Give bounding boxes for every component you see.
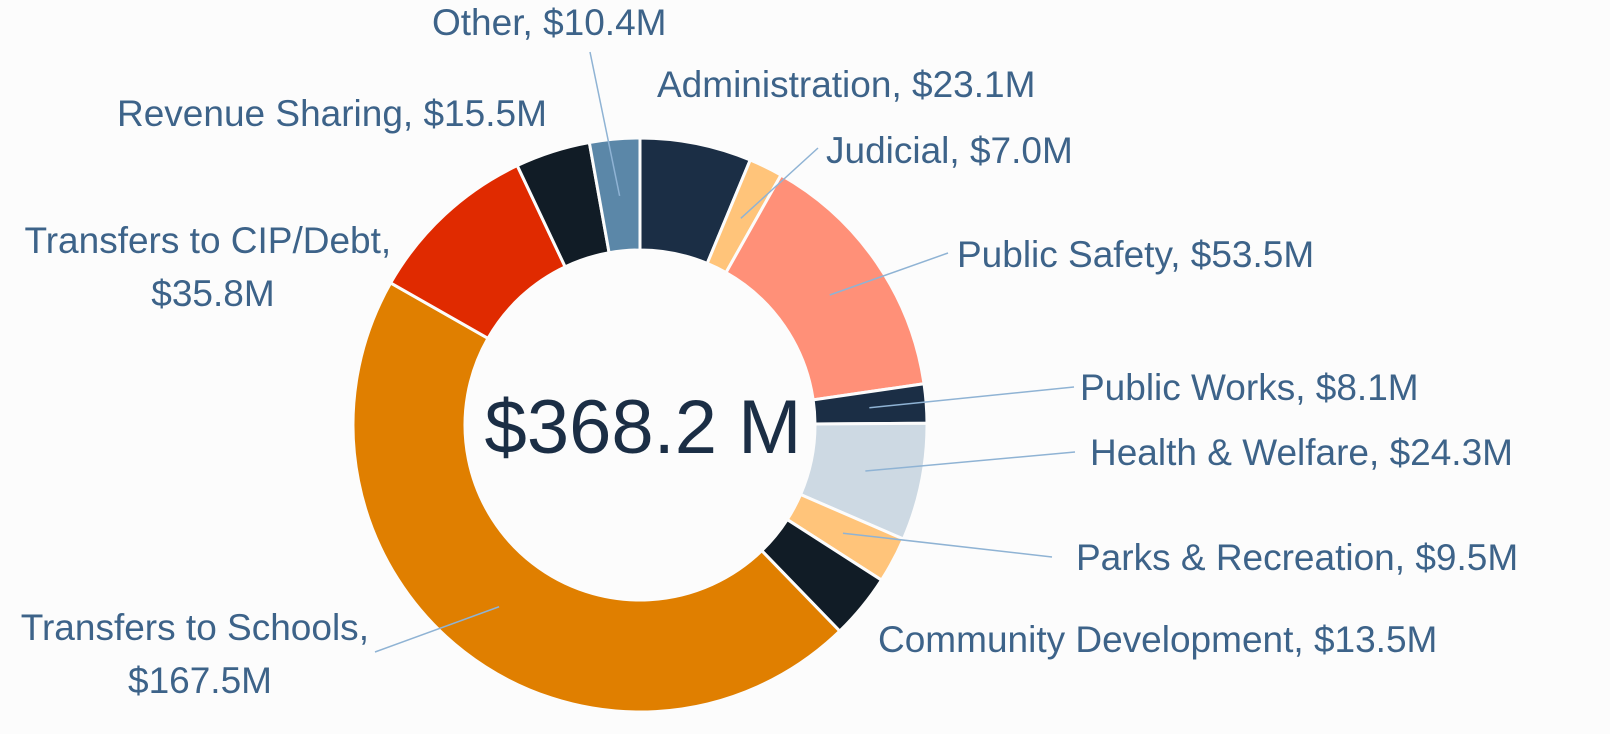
data-label: Transfers to Schools, $167.5M	[21, 607, 380, 701]
label-separator: ,	[403, 93, 424, 134]
label-separator: ,	[1170, 234, 1191, 275]
label-value: $7.0M	[970, 130, 1073, 171]
leader-line	[589, 51, 621, 197]
label-value: $23.1M	[912, 64, 1035, 105]
label-separator: ,	[1395, 537, 1416, 578]
label-category: Revenue Sharing	[117, 93, 403, 134]
data-label: Parks & Recreation, $9.5M	[1076, 537, 1518, 578]
leader-line	[842, 532, 1053, 558]
label-separator: ,	[1293, 619, 1314, 660]
label-value: $167.5M	[128, 660, 272, 701]
data-label: Judicial, $7.0M	[826, 130, 1073, 171]
label-separator: ,	[1295, 367, 1316, 408]
label-category: Transfers to CIP/Debt	[25, 220, 382, 261]
leader-line	[829, 252, 949, 296]
data-label: Transfers to CIP/Debt, $35.8M	[25, 220, 402, 314]
data-label: Health & Welfare, $24.3M	[1090, 432, 1513, 473]
leader-line	[865, 451, 1076, 472]
donut-slice	[587, 136, 642, 255]
label-separator: ,	[359, 607, 380, 648]
data-label: Community Development, $13.5M	[878, 619, 1437, 660]
data-label: Public Works, $8.1M	[1080, 367, 1419, 408]
label-category: Judicial	[826, 130, 949, 171]
label-value: $8.1M	[1316, 367, 1419, 408]
data-label: Administration, $23.1M	[657, 64, 1035, 105]
label-value: $15.5M	[423, 93, 546, 134]
label-separator: ,	[381, 220, 402, 261]
leader-line	[374, 606, 500, 653]
label-category: Other	[432, 2, 524, 43]
label-value: $13.5M	[1314, 619, 1437, 660]
donut-slice	[351, 280, 842, 714]
data-label: Public Safety, $53.5M	[957, 234, 1314, 275]
label-value: $24.3M	[1390, 432, 1513, 473]
label-category: Parks & Recreation	[1076, 537, 1395, 578]
label-separator: ,	[1369, 432, 1390, 473]
leader-line	[869, 386, 1075, 409]
label-value: $35.8M	[151, 273, 274, 314]
label-separator: ,	[891, 64, 912, 105]
center-label: $368.2 M	[485, 385, 802, 470]
label-value: $53.5M	[1191, 234, 1314, 275]
leader-line	[740, 147, 819, 219]
label-category: Transfers to Schools	[21, 607, 359, 648]
label-category: Administration	[657, 64, 891, 105]
label-separator: ,	[949, 130, 970, 171]
label-category: Health & Welfare	[1090, 432, 1369, 473]
label-category: Public Safety	[957, 234, 1173, 275]
data-label: Other, $10.4M	[432, 2, 666, 43]
label-value: $10.4M	[543, 2, 666, 43]
label-value: $9.5M	[1415, 537, 1518, 578]
label-separator: ,	[523, 2, 544, 43]
data-label: Revenue Sharing, $15.5M	[117, 93, 547, 134]
label-category: Community Development	[878, 619, 1294, 660]
label-category: Public Works	[1080, 367, 1295, 408]
